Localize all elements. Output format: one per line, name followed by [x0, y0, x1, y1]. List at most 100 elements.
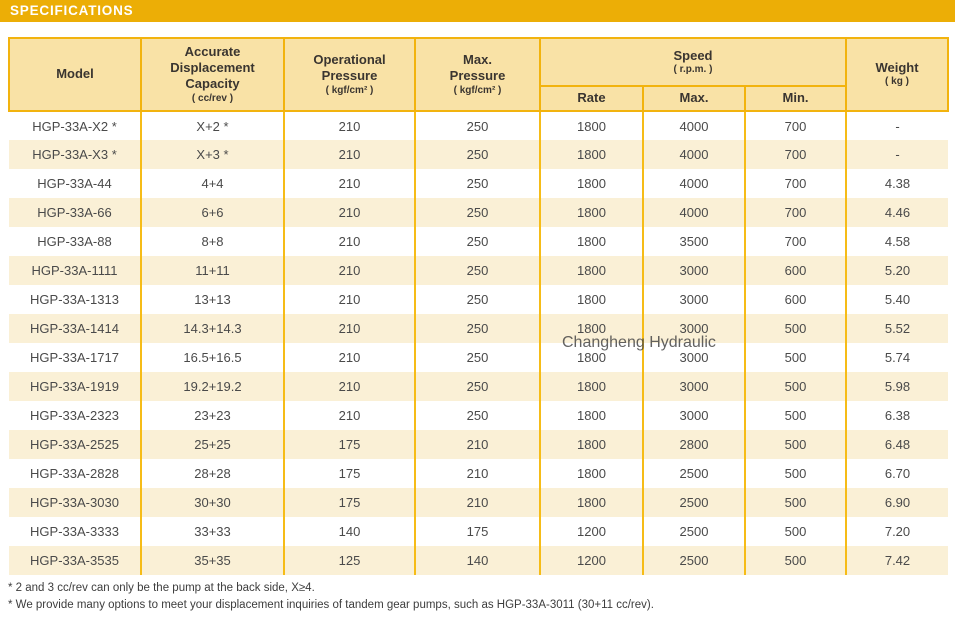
cell-min: 700 — [744, 227, 846, 256]
cell-weight: 6.48 — [845, 430, 948, 459]
cell-weight: 5.40 — [845, 285, 948, 314]
cell-model: HGP-33A-2525 — [30, 437, 119, 452]
header-speed-max: Max. — [642, 85, 746, 112]
cell-rate: 1800 — [539, 111, 643, 140]
cell-max_pressure: 250 — [414, 314, 540, 343]
cell-model: HGP-33A-1717 — [30, 350, 119, 365]
cell-max_pressure: 250 — [414, 111, 540, 140]
cell-rate: 1800 — [539, 198, 643, 227]
cell-max_pressure: 175 — [414, 517, 540, 546]
table-row: HGP-33A-2828 28+28 175 210 1800 2500 500 6.70 — [9, 459, 948, 488]
cell-rate: 1200 — [539, 517, 643, 546]
cell-min: 600 — [744, 285, 846, 314]
cell-displacement: 6+6 — [140, 198, 284, 227]
cell-max: 4000 — [642, 169, 745, 198]
cell-max: 2500 — [642, 546, 745, 575]
cell-displacement: X+3 * — [140, 140, 284, 169]
cell-op_pressure: 175 — [283, 430, 415, 459]
table-header: Model Accurate Displacement Capacity ( c… — [8, 37, 949, 112]
cell-op_pressure: 175 — [283, 459, 415, 488]
table-row: HGP-33A-1717 16.5+16.5 210 250 1800 3000 500 5.… — [9, 343, 948, 372]
cell-max_pressure: 250 — [414, 256, 540, 285]
cell-min: 500 — [744, 517, 846, 546]
header-weight: Weight ( kg ) — [845, 37, 949, 112]
cell-displacement: 8+8 — [140, 227, 284, 256]
table-row: HGP-33A-88 8+8 210 250 1800 3500 700 4.58 — [9, 227, 948, 256]
cell-op_pressure: 140 — [283, 517, 415, 546]
cell-weight: 7.42 — [845, 546, 948, 575]
specifications-banner: SPECIFICATIONS — [0, 0, 955, 22]
cell-max_pressure: 250 — [414, 401, 540, 430]
cell-min: 500 — [744, 430, 846, 459]
cell-weight: - — [845, 140, 948, 169]
cell-rate: 1800 — [539, 372, 643, 401]
header-operational-pressure: Operational Pressure ( kgf/cm² ) — [283, 37, 416, 112]
cell-max_pressure: 250 — [414, 169, 540, 198]
cell-displacement: 23+23 — [140, 401, 284, 430]
cell-max_pressure: 210 — [414, 430, 540, 459]
cell-model: HGP-33A-3333 — [30, 524, 119, 539]
header-displacement: Accurate Displacement Capacity ( cc/rev … — [140, 37, 285, 112]
cell-op_pressure: 210 — [283, 111, 415, 140]
cell-rate: 1800 — [539, 256, 643, 285]
cell-displacement: 33+33 — [140, 517, 284, 546]
cell-displacement: 35+35 — [140, 546, 284, 575]
cell-weight: 4.46 — [845, 198, 948, 227]
table-row: HGP-33A-2525 25+25 175 210 1800 2800 500 6.48 — [9, 430, 948, 459]
cell-max_pressure: 250 — [414, 198, 540, 227]
cell-min: 500 — [744, 401, 846, 430]
table-row: HGP-33A-3030 30+30 175 210 1800 2500 500 6.90 — [9, 488, 948, 517]
cell-displacement: 13+13 — [140, 285, 284, 314]
table-row: HGP-33A-3535 35+35 125 140 1200 2500 500 7.42 — [9, 546, 948, 575]
footnotes: * 2 and 3 cc/rev can only be the pump at… — [8, 580, 654, 614]
cell-displacement: 30+30 — [140, 488, 284, 517]
cell-model: HGP-33A-1414 — [30, 321, 119, 336]
table-row: HGP-33A-1111 11+11 210 250 1800 3000 600 5.20 — [9, 256, 948, 285]
header-speed-rate: Rate — [539, 85, 644, 112]
cell-model: HGP-33A-2828 — [30, 466, 119, 481]
cell-max_pressure: 140 — [414, 546, 540, 575]
cell-min: 700 — [744, 198, 846, 227]
cell-rate: 1800 — [539, 343, 643, 372]
cell-rate: 1800 — [539, 227, 643, 256]
cell-max_pressure: 250 — [414, 285, 540, 314]
cell-model: HGP-33A-X2 * — [32, 118, 117, 134]
table-row: HGP-33A-1919 19.2+19.2 210 250 1800 3000 500 5.… — [9, 372, 948, 401]
cell-min: 500 — [744, 372, 846, 401]
cell-model: HGP-33A-1111 — [31, 263, 118, 278]
cell-weight: 4.38 — [845, 169, 948, 198]
cell-op_pressure: 210 — [283, 227, 415, 256]
cell-rate: 1800 — [539, 285, 643, 314]
cell-max: 4000 — [642, 198, 745, 227]
cell-max: 3000 — [642, 343, 745, 372]
cell-rate: 1800 — [539, 169, 643, 198]
cell-rate: 1800 — [539, 314, 643, 343]
table-row: HGP-33A-44 4+4 210 250 1800 4000 700 4.38 — [9, 169, 948, 198]
cell-max_pressure: 250 — [414, 140, 540, 169]
cell-min: 700 — [744, 111, 846, 140]
cell-weight: 6.70 — [845, 459, 948, 488]
cell-max_pressure: 210 — [414, 459, 540, 488]
cell-max: 2800 — [642, 430, 745, 459]
cell-rate: 1800 — [539, 430, 643, 459]
cell-model: HGP-33A-2323 — [30, 408, 119, 423]
cell-op_pressure: 210 — [283, 343, 415, 372]
table-row: HGP-33A-X3 * X+3 * 210 250 1800 4000 700- — [9, 140, 948, 169]
cell-max: 3000 — [642, 314, 745, 343]
banner-title: SPECIFICATIONS — [10, 3, 134, 18]
table-row: HGP-33A-1414 14.3+14.3 210 250 1800 3000 500 5.… — [9, 314, 948, 343]
cell-op_pressure: 210 — [283, 169, 415, 198]
cell-model: HGP-33A-3030 — [30, 495, 119, 510]
cell-displacement: 19.2+19.2 — [140, 372, 284, 401]
header-max-pressure: Max. Pressure ( kgf/cm² ) — [414, 37, 541, 112]
table-row: HGP-33A-66 6+6 210 250 1800 4000 700 4.46 — [9, 198, 948, 227]
table-row: HGP-33A-2323 23+23 210 250 1800 3000 500 6.38 — [9, 401, 948, 430]
footnote-2: * We provide many options to meet your d… — [8, 599, 654, 611]
specifications-table: Model Accurate Displacement Capacity ( c… — [8, 37, 949, 575]
cell-min: 600 — [744, 256, 846, 285]
cell-min: 500 — [744, 314, 846, 343]
cell-max: 3000 — [642, 372, 745, 401]
cell-max_pressure: 250 — [414, 227, 540, 256]
cell-op_pressure: 210 — [283, 401, 415, 430]
cell-weight: 5.98 — [845, 372, 948, 401]
